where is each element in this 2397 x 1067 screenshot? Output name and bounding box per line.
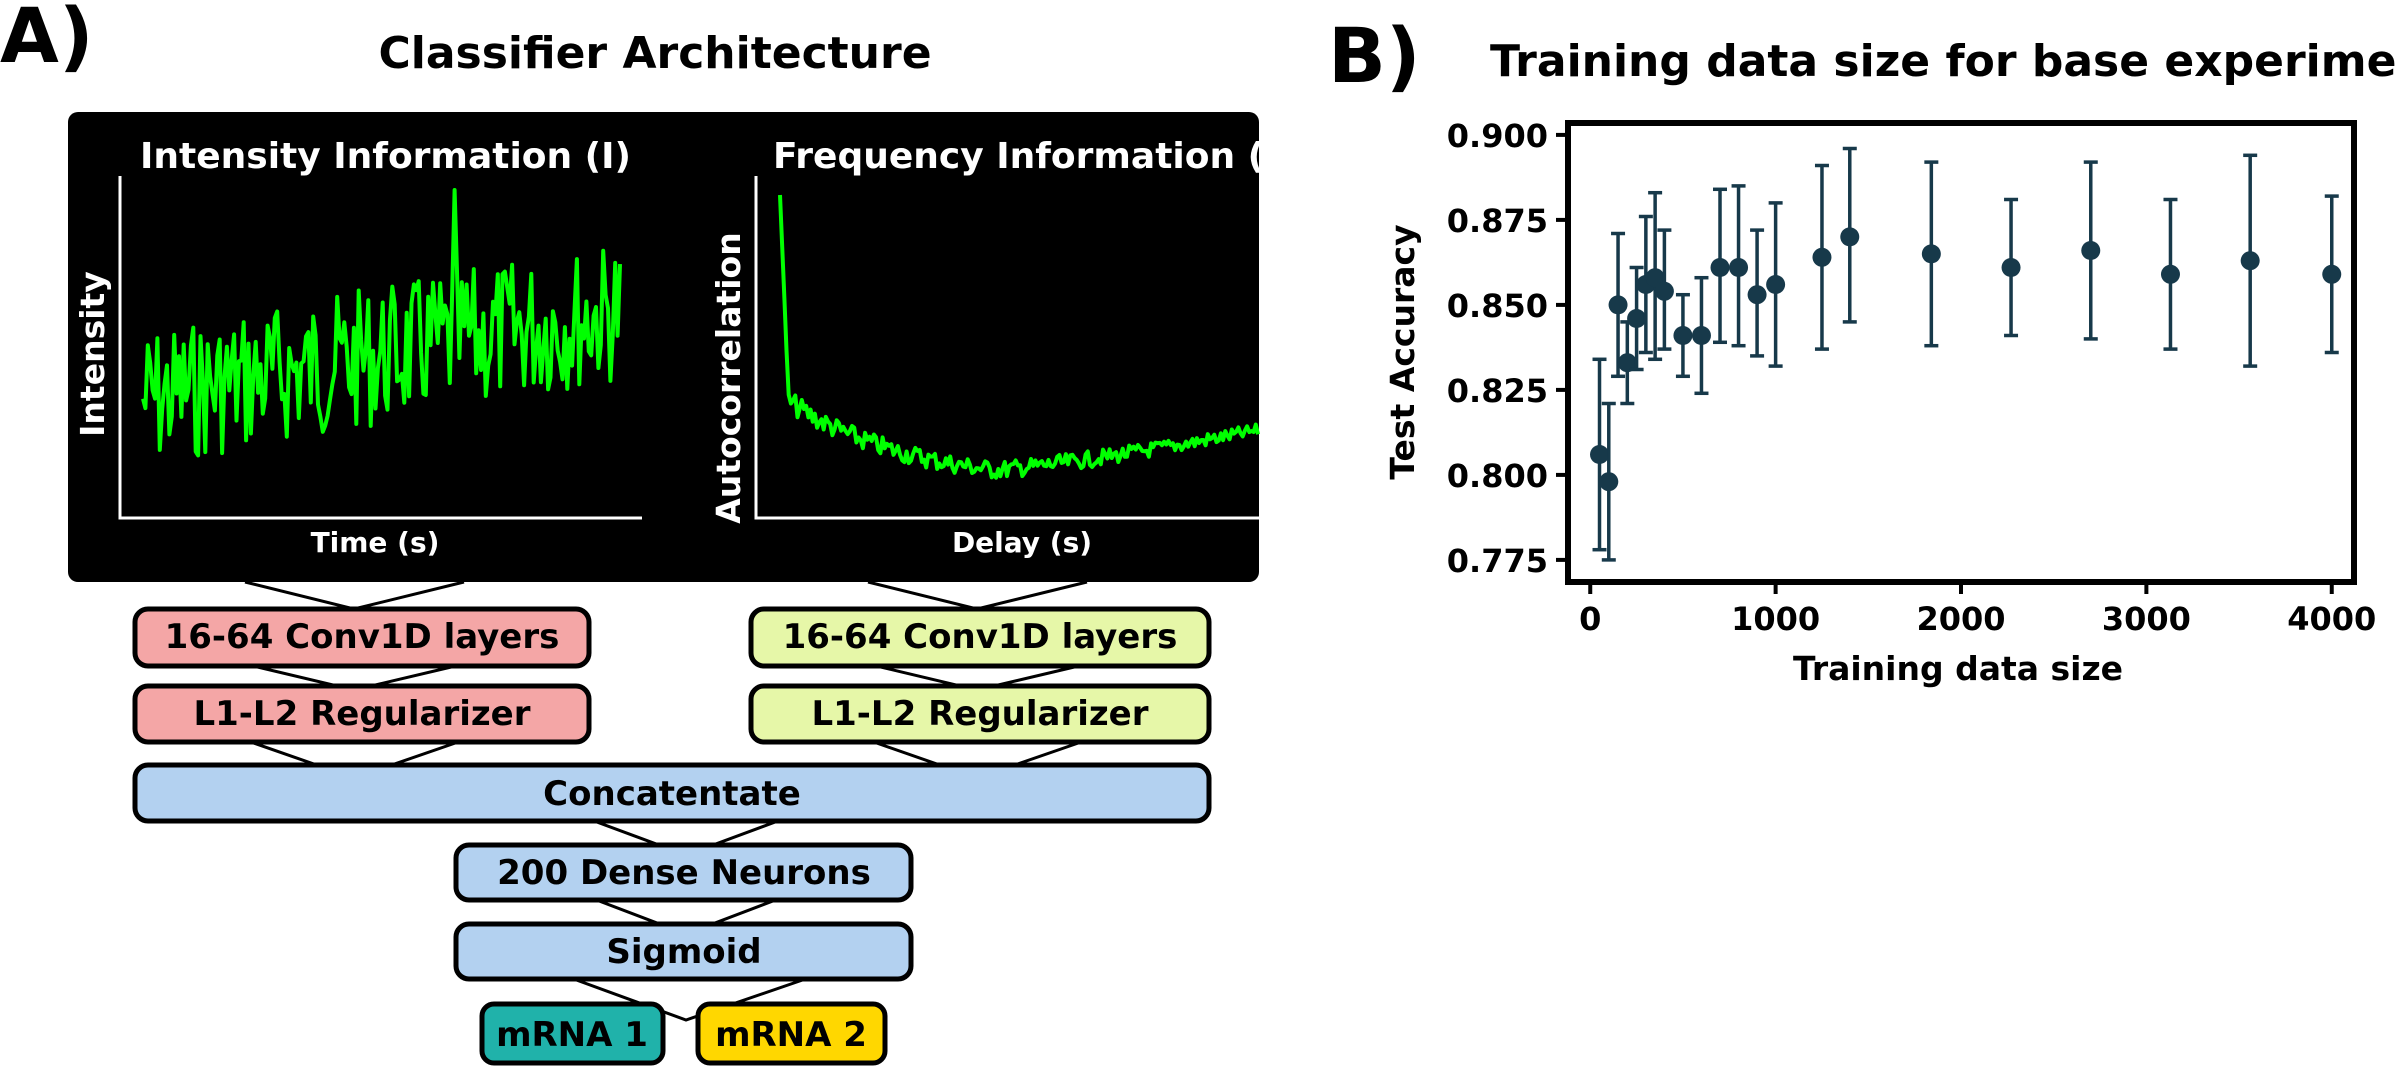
data-point bbox=[1617, 353, 1637, 373]
data-point bbox=[2322, 264, 2342, 284]
intensity-ylabel: Intensity bbox=[73, 271, 112, 437]
reg-left-box bbox=[132, 683, 592, 745]
dense-box bbox=[453, 842, 914, 903]
y-tick-label: 0.800 bbox=[1447, 457, 1548, 495]
panel-a-title: Classifier Architecture bbox=[378, 28, 931, 79]
y-tick-label: 0.875 bbox=[1447, 202, 1548, 240]
conv-left-label: 16-64 Conv1D layers bbox=[165, 617, 560, 657]
panel-b-label: B) bbox=[1328, 11, 1421, 100]
data-point bbox=[1599, 472, 1619, 492]
chart-title: Training data size for base experiment bbox=[1490, 36, 2397, 87]
reg-left-label: L1-L2 Regularizer bbox=[193, 694, 530, 734]
data-point bbox=[1747, 285, 1767, 305]
data-point bbox=[2160, 264, 2180, 284]
frequency-xlabel: Delay (s) bbox=[952, 526, 1092, 559]
conv-right-box bbox=[748, 606, 1212, 669]
concat-label: Concatentate bbox=[543, 774, 801, 814]
intensity-axes bbox=[118, 176, 642, 520]
reg-right-label: L1-L2 Regularizer bbox=[811, 694, 1148, 734]
mrna1-label: mRNA 1 bbox=[496, 1015, 648, 1055]
y-tick-label: 0.850 bbox=[1447, 287, 1548, 325]
data-point bbox=[1691, 326, 1711, 345]
mrna2-box bbox=[695, 1001, 888, 1066]
x-tick-label: 1000 bbox=[1731, 600, 1820, 638]
data-point bbox=[1812, 247, 1832, 267]
data-point bbox=[1645, 268, 1665, 288]
reg-right-box bbox=[748, 683, 1212, 745]
intensity-title: Intensity Information (I) bbox=[140, 136, 631, 177]
data-point bbox=[1654, 281, 1674, 301]
data-point bbox=[1608, 295, 1628, 315]
y-tick-label: 0.825 bbox=[1447, 372, 1548, 410]
plot-frame bbox=[1565, 120, 2357, 585]
data-point bbox=[2001, 258, 2021, 277]
data-point bbox=[1729, 258, 1749, 277]
sigmoid-box bbox=[453, 921, 914, 982]
y-tick-label: 0.775 bbox=[1447, 542, 1548, 580]
conv-right-label: 16-64 Conv1D layers bbox=[783, 617, 1178, 657]
data-point bbox=[1673, 326, 1693, 345]
dense-label: 200 Dense Neurons bbox=[497, 853, 871, 893]
x-tick-label: 4000 bbox=[2287, 600, 2376, 638]
data-point bbox=[1921, 244, 1941, 264]
mrna2-label: mRNA 2 bbox=[715, 1015, 867, 1055]
data-point bbox=[2081, 241, 2101, 260]
chart-xlabel: Training data size bbox=[1793, 649, 2123, 688]
sigmoid-label: Sigmoid bbox=[606, 932, 761, 972]
chart-ticks: 0 1000 2000 3000 4000 0.775 0.800 0.825 0.850 0.8… bbox=[1447, 117, 2377, 638]
intensity-trace bbox=[141, 188, 622, 458]
mrna1-box bbox=[479, 1001, 666, 1066]
data-point bbox=[2240, 251, 2260, 271]
panel-a-label: A) bbox=[0, 0, 94, 80]
data-point bbox=[1590, 445, 1610, 464]
conv-left-box bbox=[132, 606, 592, 669]
chart-marks bbox=[1590, 146, 2342, 562]
intensity-xlabel: Time (s) bbox=[311, 526, 440, 559]
x-tick-label: 0 bbox=[1579, 600, 1601, 638]
data-point bbox=[1766, 275, 1786, 294]
chart-ylabel: Test Accuracy bbox=[1383, 224, 1422, 479]
data-point bbox=[1627, 309, 1647, 328]
data-point bbox=[1840, 227, 1860, 247]
data-point bbox=[1710, 258, 1730, 277]
frequency-ylabel: Autocorrelation bbox=[709, 232, 748, 523]
y-tick-label: 0.900 bbox=[1447, 117, 1548, 155]
frequency-title: Frequency Information (F) bbox=[773, 136, 1305, 177]
frequency-axes bbox=[754, 176, 1280, 520]
concat-box bbox=[132, 762, 1212, 824]
x-tick-label: 2000 bbox=[1916, 600, 2005, 638]
x-tick-label: 3000 bbox=[2102, 600, 2191, 638]
frequency-trace bbox=[778, 194, 1260, 480]
